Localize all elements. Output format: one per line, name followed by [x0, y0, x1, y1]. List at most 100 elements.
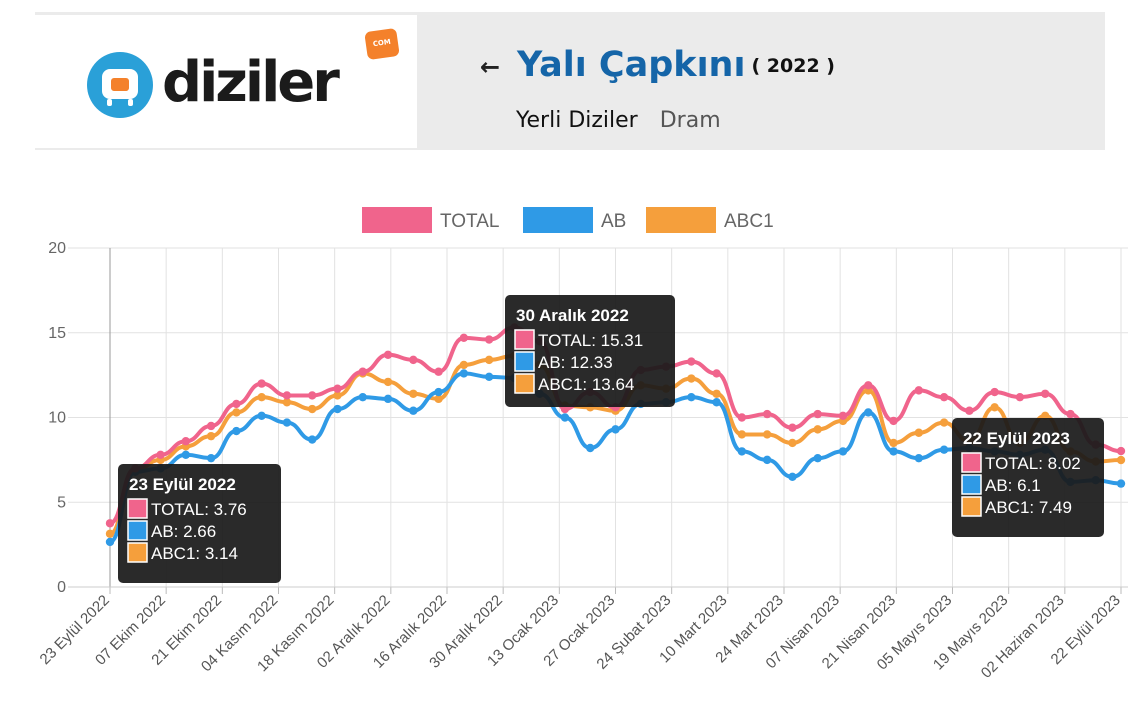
tooltip-box	[118, 464, 281, 583]
data-point-ab	[383, 394, 393, 404]
data-point-ab	[1116, 479, 1126, 488]
data-point-abc1	[813, 425, 822, 434]
tooltip: 23 Eylül 2022 TOTAL: 3.76 AB: 2.66 ABC1: 3.…	[118, 464, 281, 583]
data-point-ab	[813, 453, 822, 463]
tooltip-value: TOTAL: 8.02	[985, 454, 1081, 473]
data-point-total	[206, 421, 216, 431]
data-point-abc1	[1116, 455, 1126, 465]
data-point-ab	[358, 392, 367, 402]
data-point-total	[889, 416, 898, 426]
data-point-total	[737, 413, 747, 422]
data-point-total	[105, 519, 115, 528]
data-point-ab	[560, 413, 570, 422]
legend-label-ab: AB	[601, 211, 626, 232]
tooltip-swatch	[961, 452, 982, 473]
data-point-ab	[939, 445, 949, 454]
data-point-abc1	[712, 389, 721, 398]
y-tick-label: 5	[57, 494, 66, 511]
data-point-abc1	[889, 438, 898, 448]
tooltip-swatch	[961, 474, 982, 495]
genre-link[interactable]: Dram	[659, 108, 721, 133]
tooltip-date: 30 Aralık 2022	[516, 306, 629, 325]
data-point-abc1	[459, 360, 469, 370]
data-point-total	[990, 387, 999, 397]
data-point-abc1	[409, 389, 418, 398]
tooltip-value: TOTAL: 3.76	[151, 500, 247, 519]
tooltip-value: AB: 6.1	[985, 476, 1041, 495]
data-point-total	[282, 391, 292, 400]
y-tick-label: 15	[48, 325, 66, 342]
y-tick-label: 10	[48, 410, 66, 427]
data-point-abc1	[914, 428, 923, 437]
tooltip-value: AB: 12.33	[538, 353, 613, 372]
tooltip-date: 22 Eylül 2023	[963, 429, 1070, 448]
data-point-ab	[889, 447, 898, 456]
tooltip-value: ABC1: 7.49	[985, 498, 1072, 517]
data-point-abc1	[206, 431, 216, 441]
logo[interactable]: diziler COM	[35, 15, 417, 148]
data-point-ab	[762, 455, 772, 465]
data-point-abc1	[105, 529, 115, 538]
back-arrow-icon[interactable]: ←	[480, 53, 501, 81]
data-point-total	[484, 335, 494, 344]
data-point-abc1	[737, 430, 747, 439]
data-point-ab	[586, 443, 595, 453]
chart-legend: TOTAL AB ABC1	[362, 207, 774, 233]
data-point-ab	[206, 453, 216, 463]
data-point-abc1	[282, 398, 292, 407]
y-tick-label: 20	[48, 240, 66, 257]
tooltip-swatch	[514, 351, 535, 372]
data-point-abc1	[257, 392, 266, 402]
series-meta: Yerli Diziler Dram	[516, 108, 721, 133]
legend-swatch-ab	[523, 207, 593, 233]
tooltip-swatch	[514, 329, 535, 350]
tooltip-box	[952, 418, 1104, 537]
header-band: diziler COM ← Yalı Çapkını( 2022 ) Yerli…	[35, 12, 1105, 150]
data-point-total	[257, 379, 266, 388]
data-point-total	[1015, 392, 1025, 402]
data-point-total	[434, 367, 443, 376]
tooltip-swatch	[514, 373, 535, 394]
data-point-total	[459, 333, 469, 343]
data-point-total	[383, 350, 393, 359]
legend-swatch-abc1	[646, 207, 716, 233]
data-point-total	[939, 392, 949, 402]
tooltip-date: 23 Eylül 2022	[129, 475, 236, 494]
data-point-total	[712, 369, 721, 378]
page-title[interactable]: Yalı Çapkını( 2022 )	[517, 48, 835, 83]
data-point-total	[687, 357, 696, 366]
data-point-ab	[687, 392, 696, 402]
tooltip: 22 Eylül 2023 TOTAL: 8.02 AB: 6.1 ABC1: 7.4…	[952, 418, 1104, 537]
data-point-ab	[434, 387, 443, 397]
data-point-ab	[257, 411, 266, 421]
data-point-total	[838, 411, 848, 421]
data-point-abc1	[232, 408, 241, 417]
legend-label-abc1: ABC1	[724, 211, 774, 232]
data-point-abc1	[687, 374, 696, 383]
data-point-total	[914, 386, 923, 395]
series-year: ( 2022 )	[751, 55, 835, 77]
data-point-ab	[914, 453, 923, 463]
data-point-abc1	[308, 404, 317, 414]
data-point-total	[232, 399, 241, 409]
data-point-total	[181, 437, 191, 446]
data-point-total	[156, 450, 165, 459]
data-point-total	[308, 391, 317, 400]
data-point-total	[965, 406, 974, 415]
data-point-abc1	[1040, 411, 1050, 421]
tooltip-swatch	[961, 496, 982, 517]
category-link[interactable]: Yerli Diziler	[516, 108, 638, 133]
tooltips: 23 Eylül 2022 TOTAL: 3.76 AB: 2.66 ABC1: 3.…	[118, 295, 1104, 583]
data-point-total	[1066, 409, 1075, 419]
data-point-ab	[105, 537, 115, 547]
data-point-total	[813, 409, 822, 419]
tooltip-value: AB: 2.66	[151, 522, 216, 541]
data-point-ab	[838, 447, 848, 456]
data-point-total	[788, 423, 797, 432]
data-point-abc1	[333, 391, 342, 400]
tooltip-value: ABC1: 3.14	[151, 544, 238, 563]
data-point-abc1	[383, 377, 393, 387]
data-point-ab	[712, 398, 721, 407]
